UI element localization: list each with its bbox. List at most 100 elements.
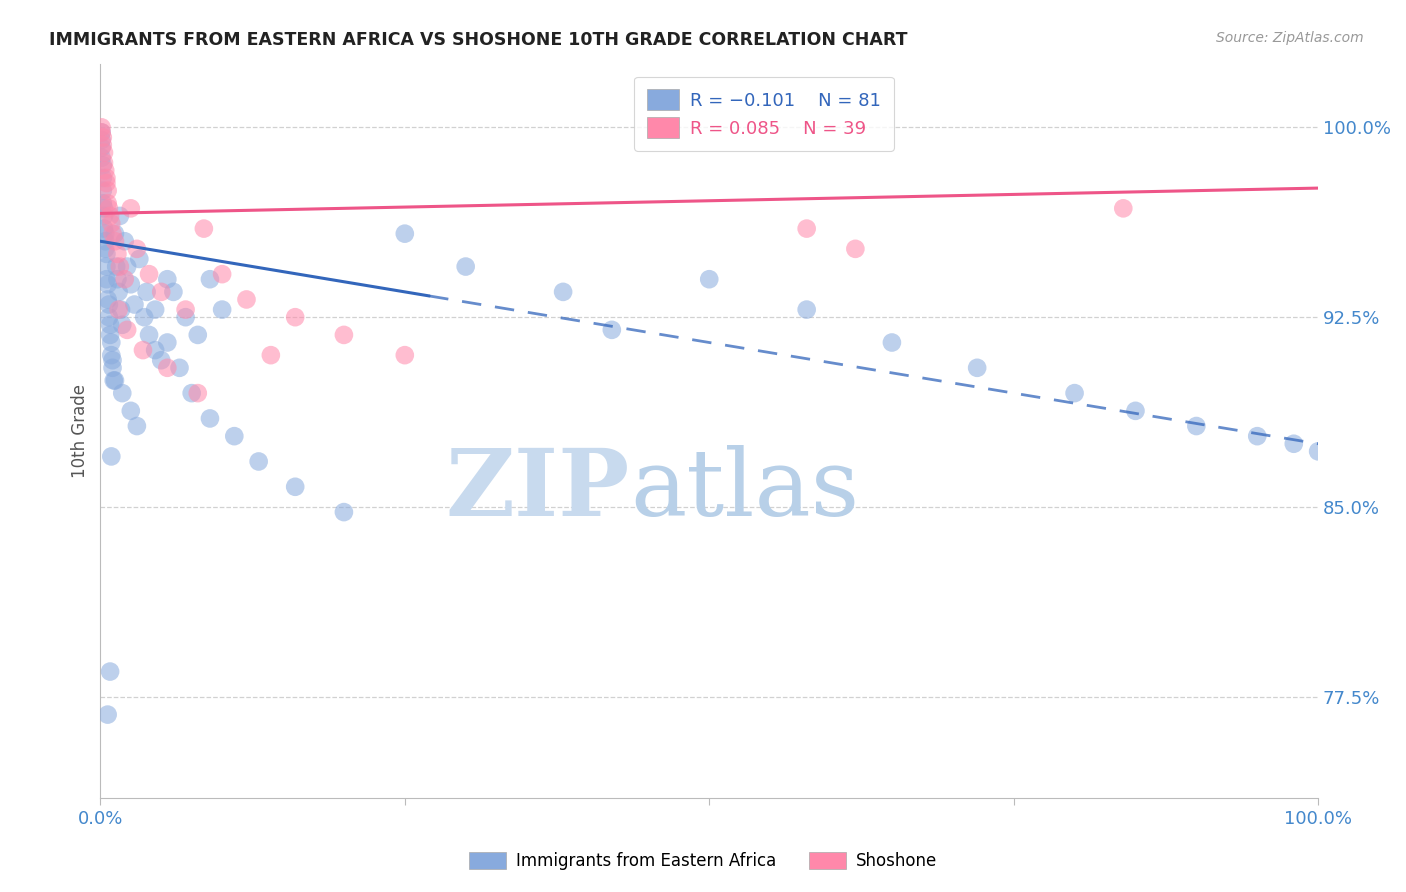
Point [100, 348, 122, 362]
Point [1246, 429, 1268, 443]
Point [156, 335, 179, 350]
Point [120, 277, 142, 292]
Text: Source: ZipAtlas.com: Source: ZipAtlas.com [1216, 31, 1364, 45]
Point [97, 202, 120, 216]
Point [1125, 404, 1147, 418]
Point [193, 221, 215, 235]
Point [93, 145, 115, 160]
Point [105, 260, 128, 274]
Point [101, 353, 124, 368]
Point [600, 323, 623, 337]
Point [235, 293, 257, 307]
Point [128, 252, 150, 266]
Point [97, 310, 120, 325]
Point [96, 176, 118, 190]
Point [1282, 436, 1305, 450]
Point [91, 196, 114, 211]
Point [105, 272, 128, 286]
Point [114, 234, 136, 248]
Point [966, 360, 988, 375]
Point [198, 272, 221, 286]
Point [115, 260, 138, 274]
Point [150, 285, 173, 299]
Point [697, 272, 720, 286]
Point [247, 454, 270, 468]
Point [120, 404, 142, 418]
Point [111, 318, 134, 332]
Point [198, 411, 221, 425]
Point [107, 302, 129, 317]
Point [187, 327, 209, 342]
Point [115, 323, 138, 337]
Point [90, 120, 112, 135]
Point [104, 227, 127, 241]
Point [124, 297, 146, 311]
Point [98, 209, 121, 223]
Point [134, 310, 156, 325]
Point [93, 209, 115, 223]
Point [97, 297, 120, 311]
Point [224, 429, 246, 443]
Point [90, 140, 112, 154]
Point [96, 171, 118, 186]
Point [100, 450, 122, 464]
Point [284, 310, 307, 325]
Point [97, 707, 120, 722]
Point [132, 343, 155, 357]
Y-axis label: 10th Grade: 10th Grade [72, 384, 89, 478]
Point [91, 171, 114, 186]
Point [105, 247, 128, 261]
Point [108, 260, 131, 274]
Point [284, 480, 307, 494]
Point [125, 419, 148, 434]
Point [169, 360, 191, 375]
Point [100, 217, 122, 231]
Point [91, 184, 114, 198]
Point [211, 267, 233, 281]
Point [97, 293, 120, 307]
Point [104, 374, 127, 388]
Point [101, 360, 124, 375]
Point [1063, 386, 1085, 401]
Point [90, 133, 112, 147]
Point [93, 202, 115, 216]
Point [143, 343, 166, 357]
Point [156, 360, 179, 375]
Point [108, 209, 131, 223]
Point [110, 302, 132, 317]
Text: atlas: atlas [630, 445, 859, 535]
Point [394, 227, 416, 241]
Point [260, 348, 283, 362]
Point [120, 202, 142, 216]
Point [138, 267, 160, 281]
Point [91, 138, 114, 153]
Legend: R = −0.101    N = 81, R = 0.085    N = 39: R = −0.101 N = 81, R = 0.085 N = 39 [634, 77, 894, 151]
Point [96, 272, 118, 286]
Text: ZIP: ZIP [446, 445, 630, 535]
Point [174, 302, 197, 317]
Point [94, 227, 117, 241]
Point [174, 310, 197, 325]
Point [91, 130, 114, 145]
Point [333, 505, 356, 519]
Point [143, 302, 166, 317]
Point [100, 335, 122, 350]
Point [125, 242, 148, 256]
Point [394, 348, 416, 362]
Point [97, 277, 120, 292]
Point [93, 221, 115, 235]
Point [94, 163, 117, 178]
Point [93, 155, 115, 169]
Point [91, 158, 114, 172]
Point [187, 386, 209, 401]
Point [98, 665, 121, 679]
Point [104, 234, 127, 248]
Point [880, 335, 903, 350]
Point [796, 221, 818, 235]
Point [103, 374, 125, 388]
Text: IMMIGRANTS FROM EASTERN AFRICA VS SHOSHONE 10TH GRADE CORRELATION CHART: IMMIGRANTS FROM EASTERN AFRICA VS SHOSHO… [49, 31, 908, 49]
Point [96, 260, 118, 274]
Point [98, 327, 121, 342]
Point [96, 247, 118, 261]
Point [97, 196, 120, 211]
